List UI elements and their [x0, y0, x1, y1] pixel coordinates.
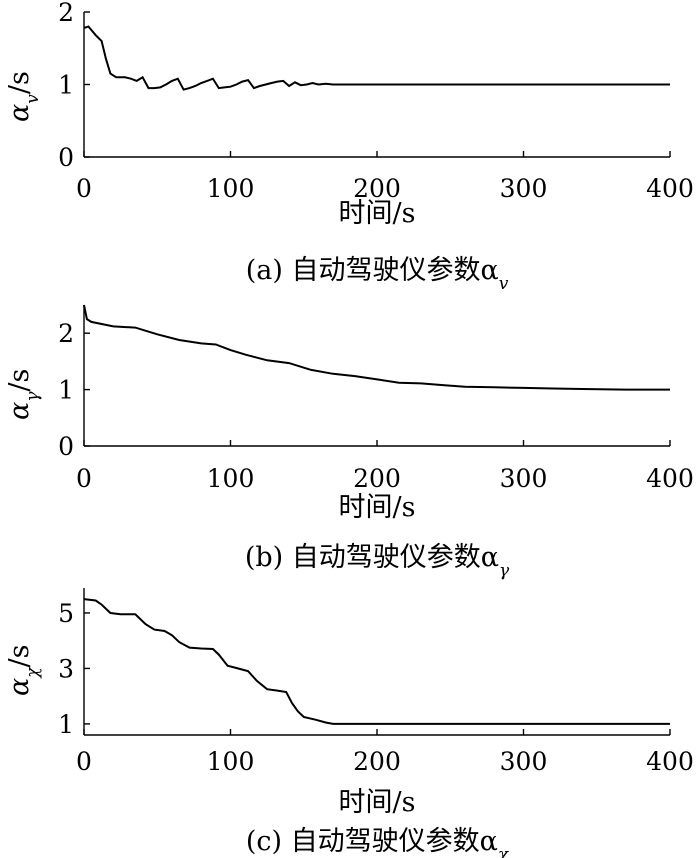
panel-b-caption: (b) 自动驾驶仪参数αγ [245, 542, 510, 581]
panel-b-caption-sub: γ [499, 561, 510, 581]
panel-c-x-tick-label: 300 [500, 747, 548, 776]
panel-b-ylabel-sub: γ [23, 391, 43, 402]
panel-b-ylabel: αγ/s [4, 369, 43, 420]
panel-c-ylabel: αχ/s [4, 645, 43, 697]
panel-b-series-line [83, 304, 670, 391]
panel-a-y-tick-label: 2 [58, 0, 74, 27]
panel-c-ylabel-main: α [4, 678, 35, 696]
panel-c-xlabel: 时间/s [339, 787, 416, 818]
panel-b-x-tick-label: 100 [207, 464, 255, 493]
panel-a-series-line [83, 25, 670, 91]
panel-c-x-tick-label: 0 [76, 747, 92, 776]
panel-a-x-tick-label: 400 [646, 174, 694, 203]
panel-b-y-tick-label: 1 [58, 376, 74, 405]
panel-a-x-tick-label: 200 [353, 174, 401, 203]
panel-b-y-tick-label: 2 [58, 319, 74, 348]
panel-a-xlabel: 时间/s [339, 198, 416, 229]
panel-a-y-tick-label: 0 [58, 143, 74, 172]
panel-b-x-tick-label: 200 [353, 464, 401, 493]
panel-a-x-tick-label: 300 [500, 174, 548, 203]
panel-a-caption-main: (a) 自动驾驶仪参数α [246, 255, 499, 286]
panel-c-series-line [83, 598, 670, 725]
panel-a-y-tick-label: 1 [58, 71, 74, 100]
panel-a-caption-sub: v [499, 274, 509, 294]
panel-b-xlabel: 时间/s [339, 492, 416, 523]
panel-a-x-tick-label: 0 [76, 174, 92, 203]
panel-a-ylabel-unit: /s [4, 71, 35, 94]
panel-a-x-tick-label: 100 [207, 174, 255, 203]
panel-c-y-tick-label: 1 [58, 710, 74, 739]
panel-a-ylabel-sub: v [23, 94, 43, 104]
panel-a-ylabel-main: α [4, 104, 35, 122]
panel-c-y-tick-label: 5 [58, 599, 74, 628]
panel-b-x-tick-label: 0 [76, 464, 92, 493]
panel-b-ylabel-unit: /s [4, 369, 35, 392]
panel-b-caption-main: (b) 自动驾驶仪参数α [245, 542, 499, 573]
panel-c-x-tick-label: 400 [646, 747, 694, 776]
panel-b-x-tick-label: 300 [500, 464, 548, 493]
panel-c-ylabel-unit: /s [4, 645, 35, 668]
panel-c-y-tick-label: 3 [58, 654, 74, 683]
panel-a-caption: (a) 自动驾驶仪参数αv [246, 255, 509, 294]
panel-a-ylabel: αv/s [4, 71, 43, 122]
panel-c-x-tick-label: 200 [353, 747, 401, 776]
panel-c-caption-main: (c) 自动驾驶仪参数α [246, 826, 498, 857]
panel-c-caption: (c) 自动驾驶仪参数αχ [246, 826, 510, 858]
panel-b-y-tick-label: 0 [58, 432, 74, 461]
panel-c-x-tick-label: 100 [207, 747, 255, 776]
panel-b-x-tick-label: 400 [646, 464, 694, 493]
panel-b-ylabel-main: α [4, 402, 35, 420]
panel-c-ylabel-sub: χ [23, 666, 43, 679]
panel-c-caption-sub: χ [497, 845, 510, 858]
